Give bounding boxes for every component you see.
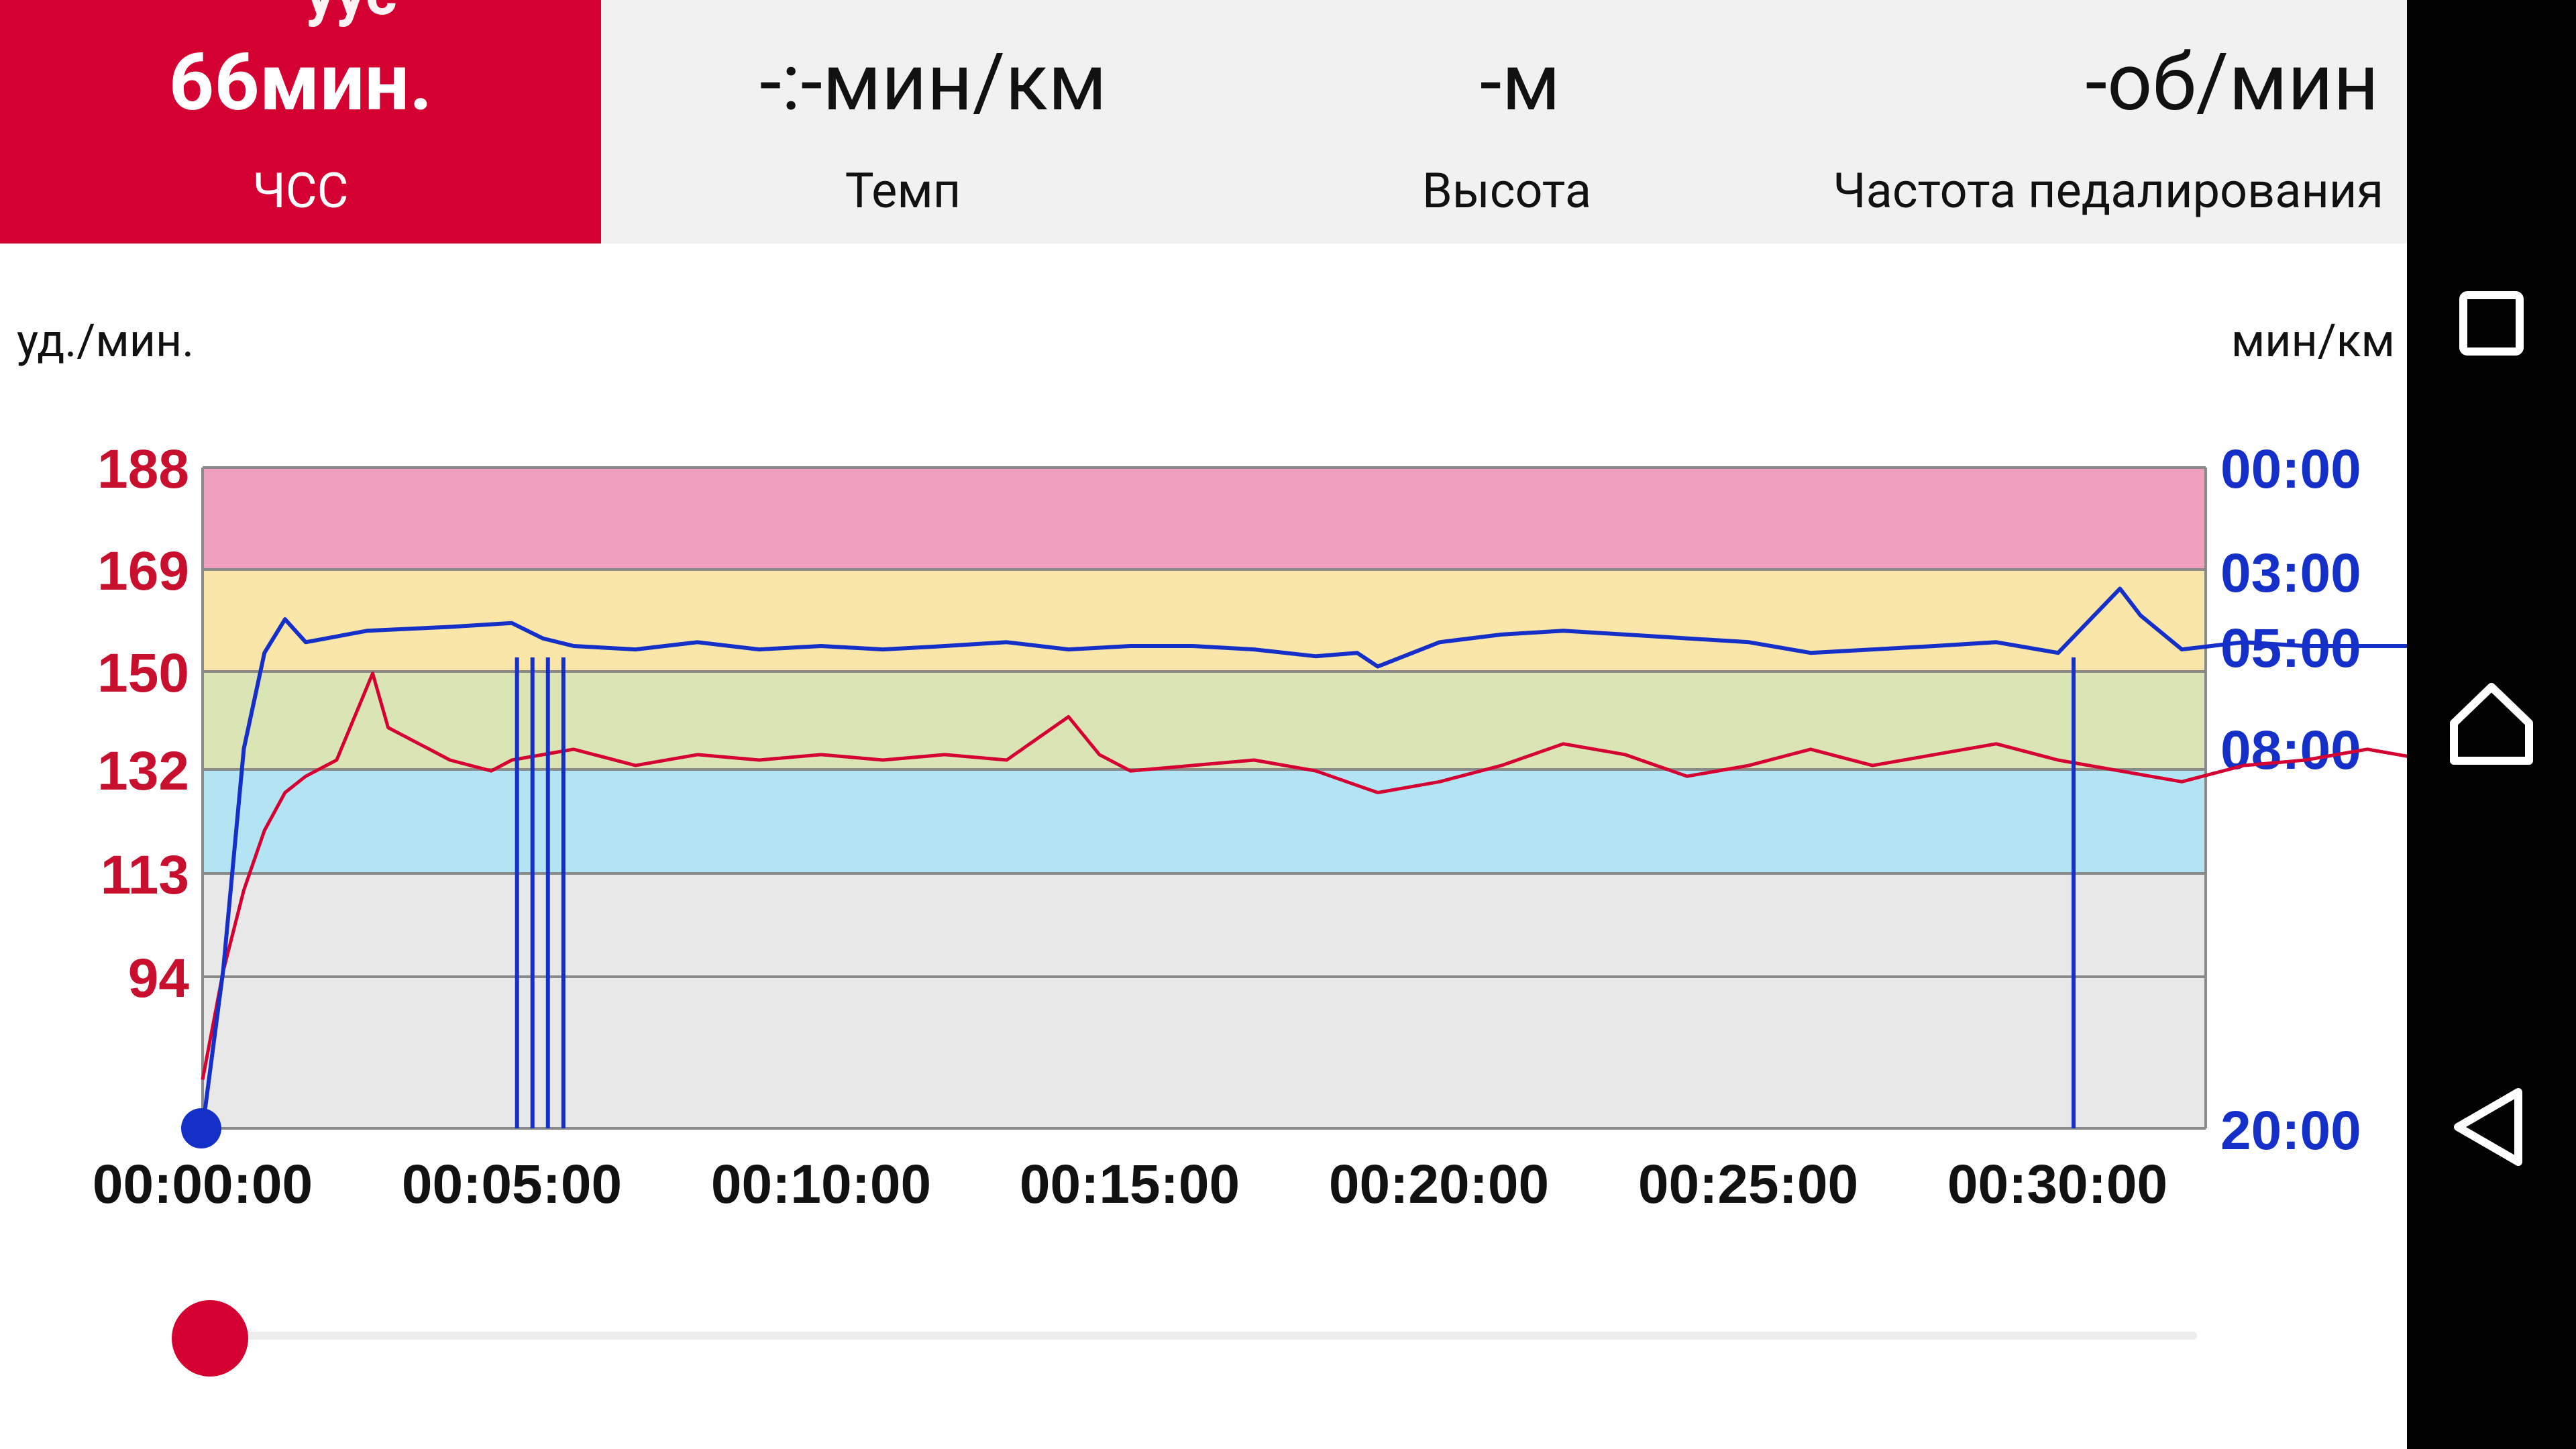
left-tick: 113 bbox=[101, 845, 189, 906]
metric-elevation-label: Высота bbox=[1422, 162, 1591, 219]
hr-zone-4-band bbox=[203, 570, 2206, 672]
hr-zone-low-band bbox=[203, 873, 2206, 1128]
timeline-scrubber-handle[interactable] bbox=[172, 1300, 248, 1377]
right-tick: 00:00 bbox=[2220, 439, 2361, 500]
left-tick: 188 bbox=[97, 439, 189, 500]
metric-pace-value: -:-мин/км bbox=[759, 36, 1107, 129]
metric-pace-label: Темп bbox=[845, 162, 961, 219]
metric-heart-rate[interactable]: уус 66мин. ЧСС bbox=[0, 0, 601, 244]
heart-rate-line bbox=[201, 672, 2407, 1080]
metric-heart-rate-scroll-peek: уус bbox=[305, 0, 397, 29]
pace-dropouts bbox=[515, 657, 2076, 1128]
left-axis-unit: уд./мин. bbox=[17, 314, 195, 368]
left-tick: 94 bbox=[128, 948, 190, 1009]
pace-line bbox=[201, 586, 2407, 1129]
right-axis-unit: мин/км bbox=[2231, 314, 2395, 368]
right-tick: 03:00 bbox=[2220, 543, 2361, 604]
x-tick: 00:30:00 bbox=[1947, 1154, 2167, 1215]
left-tick: 169 bbox=[97, 541, 189, 602]
metric-elevation-value: -м bbox=[1479, 36, 1561, 129]
home-icon[interactable] bbox=[2438, 671, 2545, 778]
chart-grid bbox=[201, 466, 2207, 1130]
android-navigation-bar bbox=[2407, 0, 2576, 1449]
left-tick: 132 bbox=[97, 741, 189, 802]
left-tick: 150 bbox=[97, 643, 189, 704]
metric-heart-rate-value: 66мин. bbox=[168, 36, 433, 129]
chart-cursor-dot[interactable] bbox=[181, 1108, 221, 1148]
right-tick: 05:00 bbox=[2220, 618, 2361, 679]
right-tick: 20:00 bbox=[2220, 1100, 2361, 1161]
metrics-header: уус 66мин. ЧСС -:-мин/км Темп -м Высота … bbox=[0, 0, 2407, 244]
metric-cadence-value: -об/мин bbox=[2085, 36, 2379, 129]
metric-heart-rate-label: ЧСС bbox=[252, 162, 349, 219]
metric-cadence[interactable]: -об/мин Частота педалирования bbox=[1809, 0, 2407, 244]
hr-zone-5-band bbox=[203, 468, 2206, 570]
x-tick: 00:20:00 bbox=[1329, 1154, 1549, 1215]
recent-apps-icon[interactable] bbox=[2438, 270, 2545, 377]
right-tick: 08:00 bbox=[2220, 720, 2361, 781]
x-axis-ticks: 00:00:00 00:05:00 00:10:00 00:15:00 00:2… bbox=[93, 1154, 2167, 1215]
x-tick: 00:25:00 bbox=[1638, 1154, 1858, 1215]
back-icon[interactable] bbox=[2438, 1073, 2545, 1181]
right-axis-ticks: 00:00 03:00 05:00 08:00 20:00 bbox=[2220, 439, 2361, 1161]
activity-detail-screen: уус 66мин. ЧСС -:-мин/км Темп -м Высота … bbox=[0, 0, 2407, 1377]
x-tick: 00:10:00 bbox=[711, 1154, 931, 1215]
x-tick: 00:05:00 bbox=[402, 1154, 622, 1215]
x-tick: 00:00:00 bbox=[93, 1154, 313, 1215]
hr-zone-2-band bbox=[203, 769, 2206, 873]
x-tick: 00:15:00 bbox=[1020, 1154, 1240, 1215]
metric-cadence-label: Частота педалирования bbox=[1833, 162, 2383, 219]
heart-rate-pace-chart[interactable]: 188 169 150 132 113 94 00:00 03:00 05:00… bbox=[0, 402, 2407, 1228]
hr-zone-3-band bbox=[203, 672, 2206, 769]
metric-elevation[interactable]: -м Высота bbox=[1205, 0, 1809, 244]
metric-pace[interactable]: -:-мин/км Темп bbox=[601, 0, 1205, 244]
left-axis-ticks: 188 169 150 132 113 94 bbox=[97, 439, 189, 1009]
timeline-scrubber-track[interactable] bbox=[181, 1332, 2197, 1340]
